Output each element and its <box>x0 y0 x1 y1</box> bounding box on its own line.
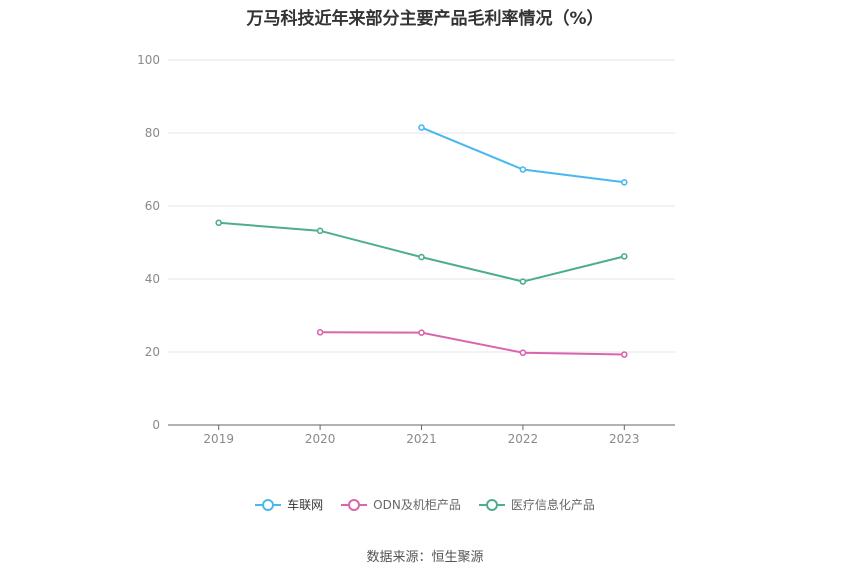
legend-marker-icon <box>255 498 282 512</box>
axes <box>168 424 675 430</box>
source-note: 数据来源：恒生聚源 <box>366 550 484 565</box>
series-line-1 <box>320 331 625 356</box>
x-tick-label: 2019 <box>203 432 234 446</box>
x-tick-label: 2020 <box>305 432 336 446</box>
data-point <box>620 253 628 260</box>
data-point <box>316 328 324 336</box>
data-point <box>418 124 425 131</box>
data-point <box>620 351 628 358</box>
x-tick-labels: 2019 2020 2021 2022 2023 <box>203 432 639 446</box>
legend-marker-icon <box>478 498 505 512</box>
data-point <box>418 329 425 336</box>
chart-title: 万马科技近年来部分主要产品毛利率情况（%） <box>246 9 604 29</box>
legend-item-2[interactable]: 医疗信息化产品 <box>478 496 595 513</box>
series-line-0 <box>421 126 625 184</box>
series-lines <box>215 124 628 358</box>
y-tick-label: 80 <box>145 126 160 140</box>
legend-item-0[interactable]: 车联网 <box>255 496 323 513</box>
y-tick-labels: 0 20 40 60 80 100 <box>137 53 160 432</box>
y-tick-label: 60 <box>145 199 160 213</box>
x-tick-label: 2023 <box>609 432 640 446</box>
y-tick-label: 20 <box>145 345 160 359</box>
data-point <box>620 178 628 186</box>
data-point <box>418 253 425 261</box>
legend-marker-icon <box>341 498 368 512</box>
series-line-2 <box>218 221 625 283</box>
legend-label: 医疗信息化产品 <box>510 498 595 512</box>
x-tick-label: 2022 <box>508 432 539 446</box>
x-tick-label: 2021 <box>406 432 437 446</box>
data-point <box>316 227 324 235</box>
data-point <box>519 349 527 357</box>
legend: 车联网 ODN及机柜产品 医疗信息化产品 <box>0 496 850 513</box>
y-tick-label: 100 <box>137 53 160 67</box>
data-point <box>519 166 527 173</box>
y-tick-label: 40 <box>145 272 160 286</box>
y-tick-label: 0 <box>152 418 160 432</box>
legend-label: ODN及机柜产品 <box>373 498 461 512</box>
legend-item-1[interactable]: ODN及机柜产品 <box>341 496 461 513</box>
data-point <box>215 219 222 227</box>
data-point <box>519 278 527 285</box>
grid-lines <box>168 59 675 353</box>
legend-label: 车联网 <box>287 498 324 512</box>
